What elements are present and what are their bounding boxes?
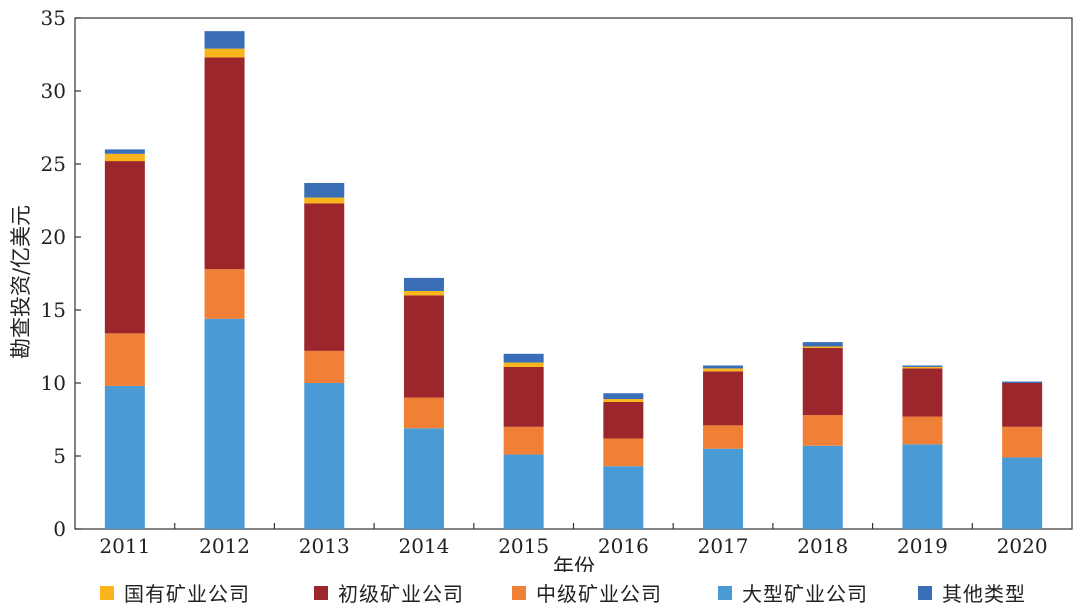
bar-segment	[304, 383, 345, 529]
bar-segment	[204, 48, 245, 58]
x-tick-label: 2012	[199, 534, 250, 558]
y-tick-label: 30	[41, 79, 66, 103]
bar-segment	[703, 448, 744, 529]
legend-label: 其他类型	[942, 582, 1026, 606]
legend-item: 大型矿业公司	[718, 578, 868, 607]
bar-segment	[703, 368, 744, 372]
legend-swatch	[314, 585, 328, 600]
bar-segment	[902, 444, 943, 529]
bar-segment	[403, 295, 444, 398]
bar-segment	[104, 161, 145, 334]
bar-segment	[403, 291, 444, 296]
bar-segment	[802, 346, 843, 348]
y-tick-label: 20	[41, 225, 66, 249]
bars	[104, 31, 1043, 529]
bar-segment	[503, 353, 544, 363]
y-axis: 0 5 10 15 20 25 30 35	[41, 6, 81, 541]
legend-label: 大型矿业公司	[742, 582, 868, 606]
x-tick-label: 2017	[698, 534, 749, 558]
bar-segment	[104, 385, 145, 529]
x-tick-label: 2018	[797, 534, 848, 558]
x-tick-label: 2015	[498, 534, 549, 558]
bar-segment	[1002, 381, 1043, 383]
bar-segment	[104, 333, 145, 386]
legend: 国有矿业公司 初级矿业公司 中级矿业公司 大型矿业公司 其他类型	[0, 572, 1080, 612]
legend-item: 国有矿业公司	[100, 578, 250, 607]
x-axis: 2011 2012 2013 2014 2015 2016 2017 2018 2019 2020	[99, 523, 1048, 558]
bar-segment	[802, 347, 843, 416]
y-axis-label: 勘查投资/亿美元	[9, 205, 33, 359]
x-tick-label: 2016	[598, 534, 649, 558]
bar-segment	[902, 416, 943, 445]
bar-segment	[603, 466, 644, 529]
bar-segment	[304, 197, 345, 204]
bar-segment	[603, 393, 644, 400]
bar-segment	[204, 31, 245, 49]
bar-segment	[703, 425, 744, 449]
legend-item: 中级矿业公司	[512, 578, 662, 607]
legend-swatch	[918, 585, 932, 600]
legend-swatch	[718, 585, 732, 600]
legend-swatch	[512, 585, 526, 600]
y-tick-label: 0	[53, 517, 66, 541]
bar-segment	[403, 277, 444, 292]
x-tick-label: 2014	[398, 534, 449, 558]
bar-segment	[503, 454, 544, 529]
bar-segment	[802, 445, 843, 529]
legend-item: 初级矿业公司	[314, 578, 464, 607]
bar-segment	[503, 426, 544, 455]
bar-segment	[703, 371, 744, 426]
bar-segment	[204, 318, 245, 529]
bar-segment	[403, 397, 444, 429]
bar-segment	[703, 365, 744, 369]
x-tick-label: 2019	[897, 534, 948, 558]
y-tick-label: 5	[53, 444, 66, 468]
legend-swatch	[100, 585, 114, 600]
bar-segment	[104, 149, 145, 154]
bar-segment	[802, 415, 843, 446]
x-tick-label: 2013	[299, 534, 350, 558]
bar-segment	[304, 203, 345, 351]
bar-segment	[802, 342, 843, 347]
x-tick-label: 2011	[99, 534, 150, 558]
y-tick-label: 15	[41, 298, 66, 322]
legend-label: 国有矿业公司	[124, 582, 250, 606]
bar-segment	[902, 365, 943, 367]
bar-segment	[204, 57, 245, 270]
bar-segment	[1002, 426, 1043, 458]
y-tick-label: 10	[41, 371, 66, 395]
x-tick-label: 2020	[997, 534, 1048, 558]
bar-segment	[104, 153, 145, 162]
bar-segment	[304, 182, 345, 198]
legend-item: 其他类型	[918, 578, 1026, 607]
bar-segment	[1002, 457, 1043, 529]
bar-segment	[304, 350, 345, 383]
bar-segment	[503, 366, 544, 427]
bar-segment	[902, 368, 943, 417]
bar-segment	[902, 366, 943, 369]
legend-label: 中级矿业公司	[536, 582, 662, 606]
bar-segment	[403, 428, 444, 529]
x-axis-label: 年份	[553, 555, 595, 572]
bar-segment	[503, 362, 544, 367]
bar-segment	[603, 438, 644, 467]
y-tick-label: 35	[41, 6, 66, 30]
legend-label: 初级矿业公司	[338, 582, 464, 606]
y-tick-label: 25	[41, 152, 66, 176]
bar-segment	[603, 399, 644, 402]
bar-segment	[1002, 383, 1043, 427]
bar-segment	[204, 269, 245, 319]
bar-segment	[603, 401, 644, 439]
